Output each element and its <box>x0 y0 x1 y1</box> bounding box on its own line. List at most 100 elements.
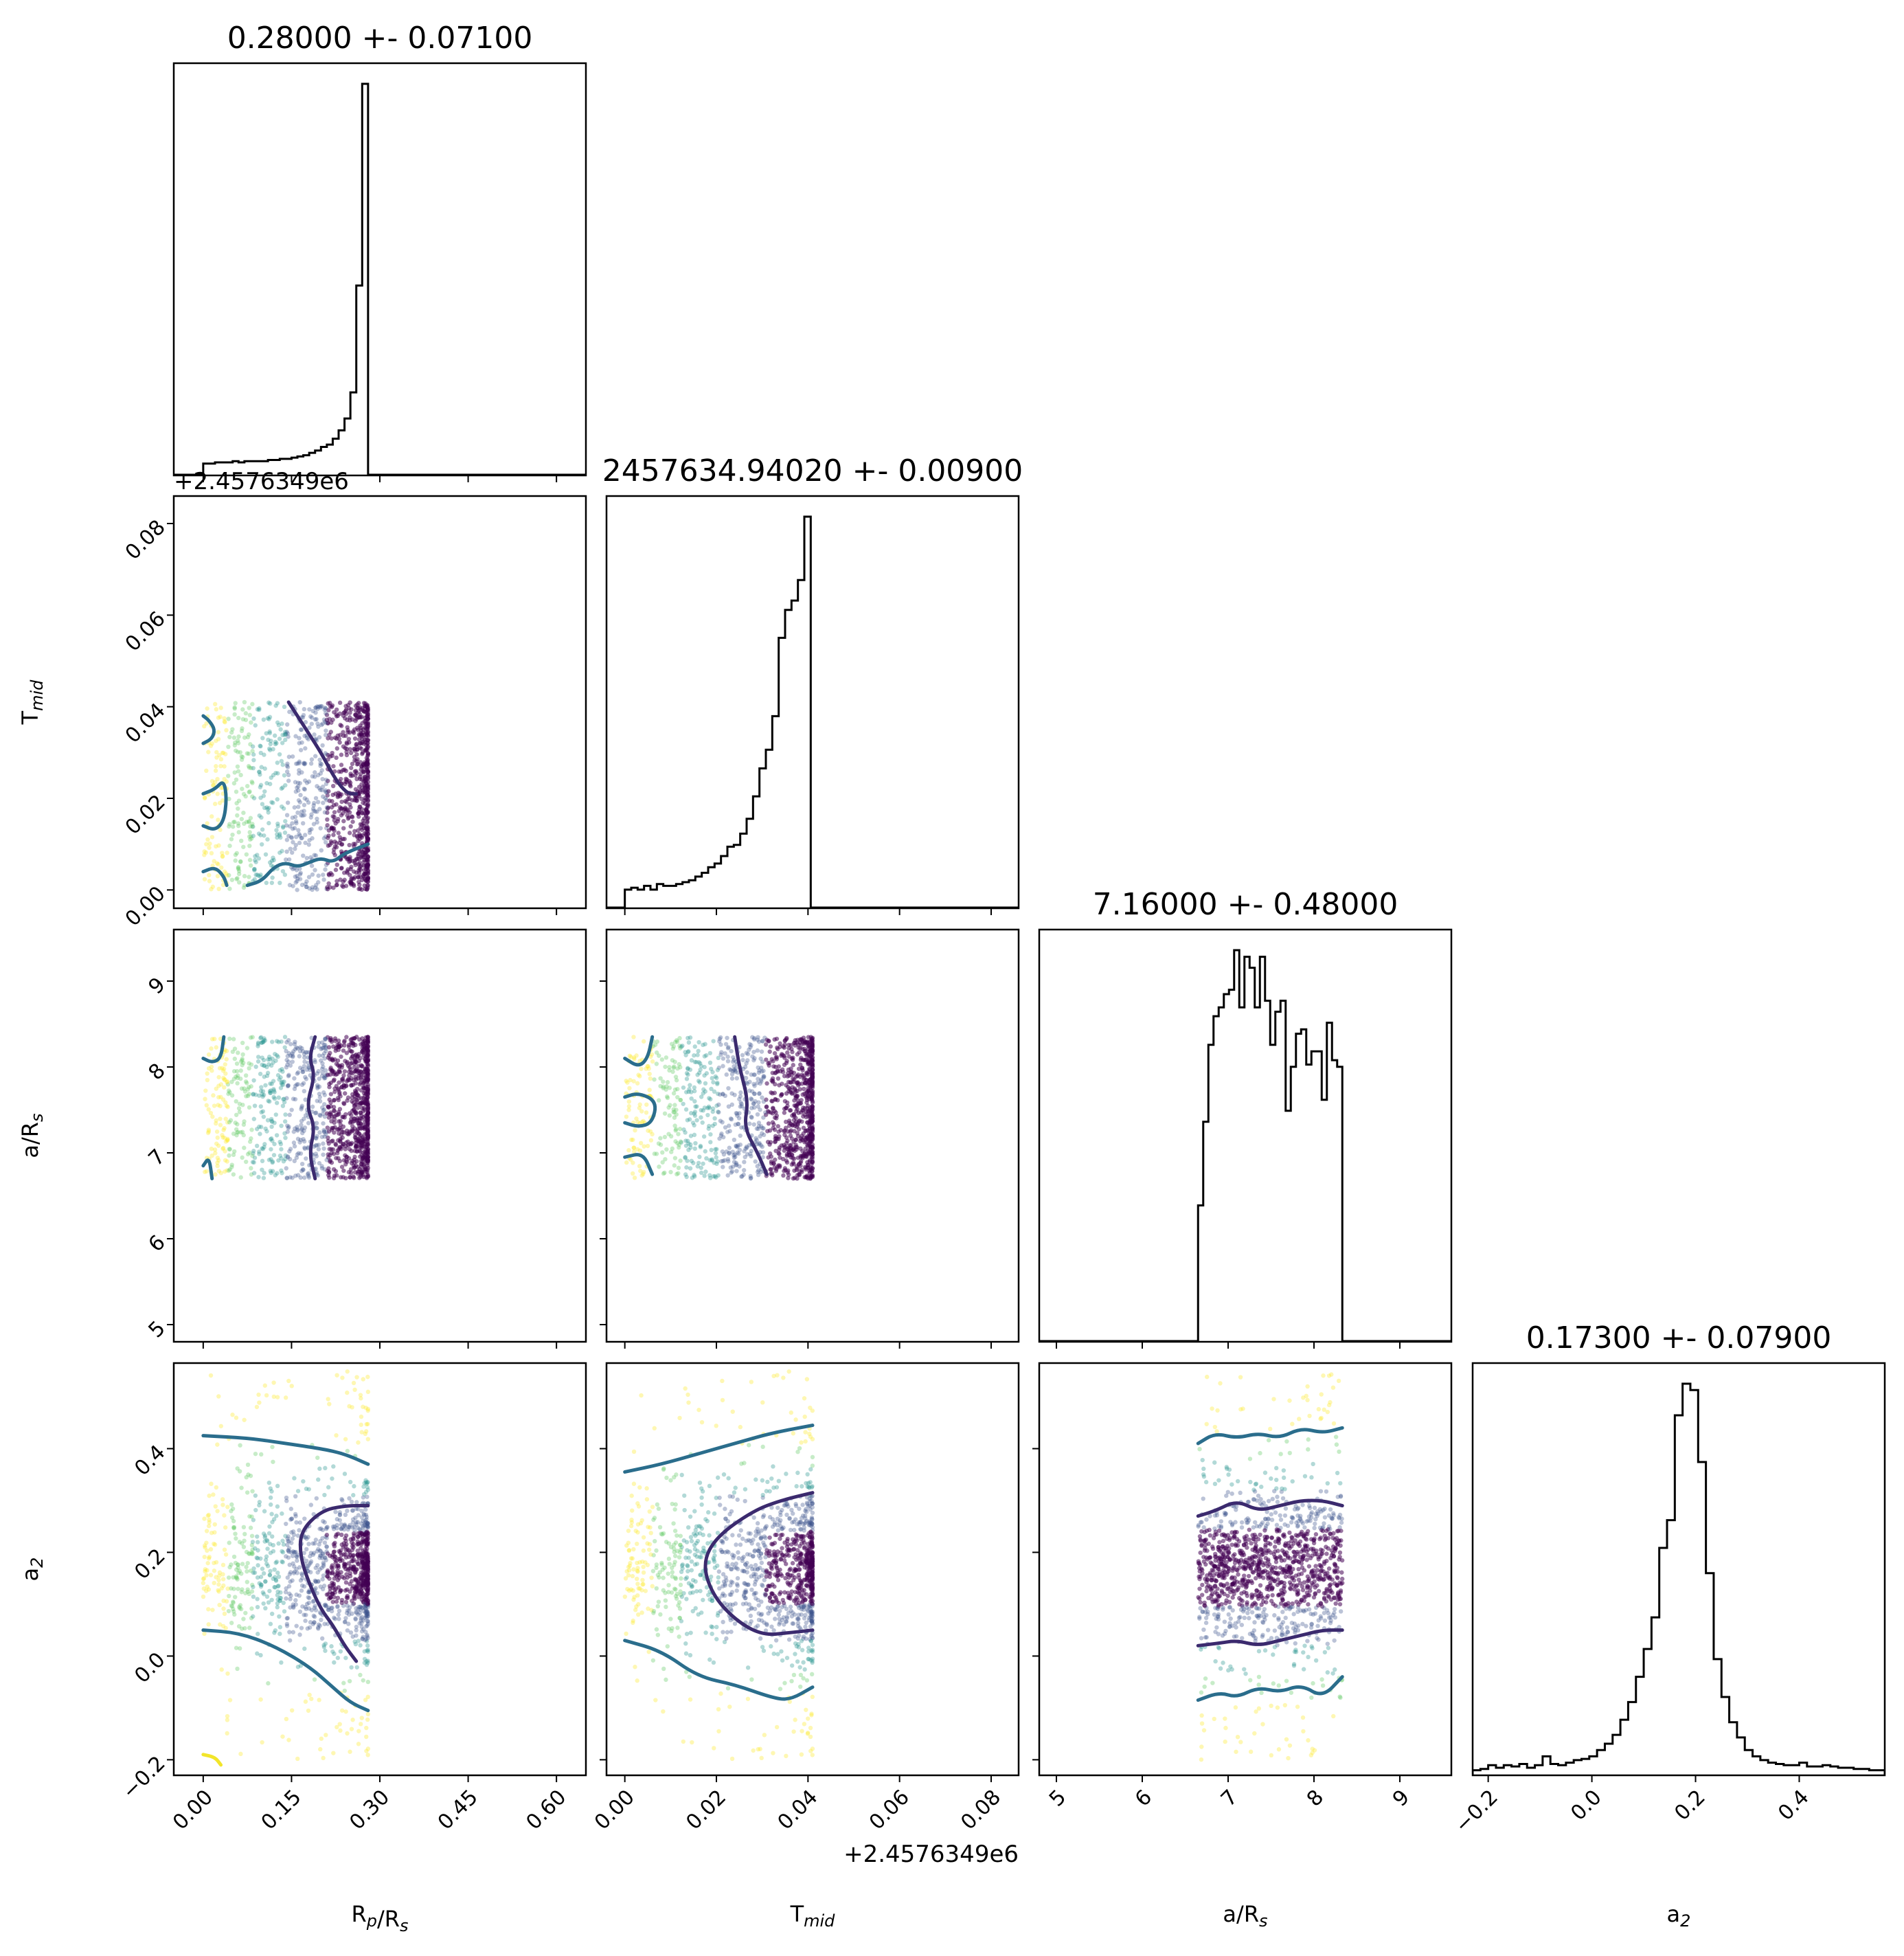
scatter-point <box>365 1406 371 1412</box>
scatter-point <box>264 1073 270 1079</box>
scatter-point <box>284 1716 289 1722</box>
scatter-point <box>331 1044 336 1049</box>
scatter-point <box>335 1517 339 1522</box>
scatter-point <box>353 708 359 713</box>
scatter-point <box>238 750 243 755</box>
scatter-point <box>214 739 218 743</box>
scatter-point <box>361 708 366 714</box>
scatter-point <box>230 824 236 829</box>
scatter-point <box>226 717 231 721</box>
scatter-point <box>213 780 218 785</box>
scatter-point <box>227 1147 231 1151</box>
histogram-bar <box>1659 1548 1667 1775</box>
scatter-point <box>726 1086 731 1091</box>
scatter-point <box>254 1143 260 1149</box>
scatter-point <box>729 1091 734 1096</box>
scatter-point <box>365 819 370 824</box>
scatter-point <box>279 1168 284 1173</box>
scatter-point <box>277 737 282 741</box>
scatter-point <box>774 1036 780 1042</box>
scatter-point <box>728 1068 734 1072</box>
scatter-point <box>304 1606 308 1612</box>
scatter-point <box>696 1048 701 1054</box>
scatter-point <box>218 1622 223 1627</box>
scatter-point <box>258 1035 264 1040</box>
scatter-point <box>308 1073 313 1078</box>
histogram-bar <box>631 888 637 908</box>
scatter-point <box>297 831 302 837</box>
scatter-point <box>220 851 225 855</box>
histogram-bar <box>1690 1390 1698 1775</box>
scatter-point <box>235 1081 240 1086</box>
scatter-point <box>345 730 350 734</box>
scatter-point <box>685 1138 690 1143</box>
scatter-point <box>356 1440 361 1445</box>
scatter-point <box>289 835 295 840</box>
scatter-point <box>283 1395 288 1400</box>
scatter-point <box>275 821 280 827</box>
scatter-point <box>716 1055 721 1061</box>
scatter-point <box>335 1522 340 1528</box>
scatter-point <box>298 727 304 732</box>
scatter-point <box>288 1605 293 1610</box>
scatter-point <box>232 705 237 710</box>
scatter-point <box>313 710 318 715</box>
scatter-point <box>359 1430 364 1435</box>
scatter-point <box>264 1064 269 1070</box>
scatter-point <box>637 1059 642 1064</box>
scatter-point <box>296 788 301 793</box>
scatter-point <box>299 770 304 775</box>
scatter-point <box>233 1595 238 1599</box>
scatter-point <box>321 1584 327 1588</box>
scatter-point <box>365 1649 370 1654</box>
scatter-point <box>225 1138 230 1143</box>
scatter-point <box>236 1050 240 1055</box>
scatter-point <box>218 785 224 790</box>
scatter-point <box>339 763 344 767</box>
scatter-point <box>363 1606 368 1611</box>
scatter-point <box>648 1054 653 1059</box>
scatter-point <box>233 853 238 857</box>
scatter-point <box>359 1615 365 1619</box>
scatter-point <box>338 877 343 882</box>
scatter-point <box>789 1162 794 1167</box>
scatter-point <box>773 1157 778 1162</box>
scatter-point <box>290 1578 295 1583</box>
scatter-point <box>748 1151 753 1156</box>
scatter-point <box>217 800 223 805</box>
scatter-point <box>286 1584 292 1589</box>
scatter-point <box>267 781 273 787</box>
scatter-point <box>757 1140 762 1146</box>
scatter-point <box>734 1162 739 1167</box>
scatter-point <box>268 1495 273 1500</box>
scatter-point <box>315 1549 319 1554</box>
scatter-point <box>263 1579 268 1584</box>
scatter-point <box>777 1151 782 1156</box>
scatter-point <box>734 1162 738 1168</box>
scatter-point <box>345 1098 350 1103</box>
scatter-point <box>808 1176 813 1181</box>
scatter-point <box>259 765 264 769</box>
scatter-point <box>343 1153 348 1158</box>
scatter-point <box>770 1120 775 1125</box>
scatter-point <box>299 1127 304 1132</box>
scatter-point <box>758 1108 762 1112</box>
scatter-point <box>304 884 309 890</box>
scatter-point <box>237 1101 242 1106</box>
scatter-point <box>324 1527 329 1531</box>
scatter-point <box>310 774 315 779</box>
scatter-point <box>260 1158 265 1164</box>
scatter-point <box>240 1155 245 1160</box>
histogram-bar <box>676 884 682 908</box>
scatter-point <box>242 883 247 888</box>
scatter-point <box>738 1100 743 1105</box>
scatter-point <box>287 1112 292 1117</box>
scatter-point <box>663 1064 668 1069</box>
scatter-point <box>776 1163 781 1168</box>
scatter-point <box>290 816 295 820</box>
scatter-point <box>240 1129 245 1134</box>
scatter-point <box>332 1090 337 1094</box>
scatter-point <box>295 1552 300 1558</box>
scatter-point <box>247 732 251 737</box>
scatter-point <box>343 1580 349 1585</box>
